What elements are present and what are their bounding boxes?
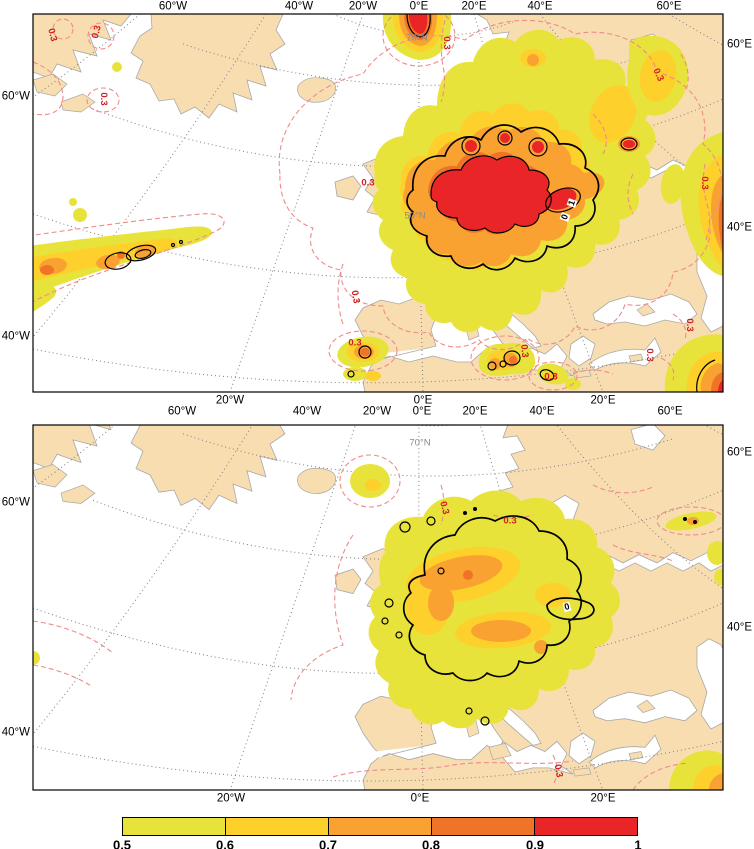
- axis-tick: 40°W: [292, 405, 322, 418]
- panel1-black-contours: [104, 14, 716, 392]
- colorbar-tick: 0.6: [215, 837, 235, 849]
- red-contour-label: 0.3: [437, 500, 452, 516]
- axis-tick: 60°E: [657, 405, 683, 418]
- red-contour-label: 0.3: [45, 27, 60, 43]
- axis-tick: 20°E: [461, 0, 487, 13]
- axis-tick: 20°W: [348, 0, 378, 13]
- red-contour-label: 0.3: [503, 515, 517, 527]
- red-contour-label: 0.3: [518, 343, 531, 359]
- colorbar-segment: [225, 818, 328, 835]
- axis-tick: 40°W: [1, 330, 30, 343]
- axis-tick: 20°W: [362, 405, 392, 418]
- axis-tick: 0°E: [412, 405, 432, 418]
- panel1-border: [32, 13, 724, 393]
- axis-tick: 40°E: [527, 0, 553, 13]
- colorbar-segment: [123, 818, 225, 835]
- axis-tick: 0°E: [410, 792, 430, 805]
- red-contour-label: 0.3: [348, 289, 362, 305]
- map-panel-2: [32, 424, 724, 791]
- graticule-label: 70°N: [409, 437, 431, 449]
- map-panel-1: [32, 13, 724, 393]
- panel1-red-contours: [33, 14, 723, 391]
- axis-tick: 40°E: [727, 221, 753, 234]
- axis-tick: 60°W: [1, 496, 30, 509]
- axis-tick: 60°E: [656, 0, 682, 13]
- axis-tick: 60°E: [727, 446, 753, 459]
- red-contour-label: 0.3: [551, 763, 565, 779]
- panel2-border: [32, 424, 724, 791]
- colorbar-tick: 0.7: [318, 837, 338, 849]
- red-contour-label: 0.3: [643, 348, 655, 362]
- axis-tick: 20°W: [216, 792, 246, 805]
- red-contour-label: 0.3: [440, 36, 452, 50]
- axis-tick: 40°W: [284, 0, 314, 13]
- axis-tick: 20°E: [462, 405, 488, 418]
- colorbar-segment: [534, 818, 637, 835]
- colorbar-tick: 1: [634, 837, 642, 849]
- axis-tick: 60°W: [158, 0, 188, 13]
- graticule-label: 50°N: [404, 210, 426, 222]
- axis-tick: 60°W: [167, 405, 197, 418]
- red-contour-label: 0.3: [544, 371, 558, 383]
- axis-tick: 60°E: [727, 38, 753, 51]
- panel2-red-contours: [33, 454, 723, 790]
- axis-tick: 40°W: [1, 726, 30, 739]
- colorbar: [122, 817, 638, 836]
- graticule-label: 70°N: [406, 32, 428, 44]
- colorbar-segment: [431, 818, 534, 835]
- axis-tick: 0°E: [413, 394, 433, 407]
- red-contour-label: 0.3: [348, 337, 362, 349]
- red-contour-label: 0.3: [683, 318, 695, 332]
- axis-tick: 20°W: [215, 394, 245, 407]
- colorbar-tick: 0.8: [421, 837, 441, 849]
- axis-tick: 40°E: [529, 405, 555, 418]
- axis-tick: 20°E: [590, 394, 616, 407]
- colorbar-tick: 0.9: [525, 837, 545, 849]
- red-contour-label: 0.3: [97, 92, 109, 106]
- red-contour-label: 0.3: [361, 177, 375, 189]
- axis-tick: 40°E: [727, 621, 753, 634]
- panel2-black-contours: [381, 507, 697, 726]
- colorbar-tick: 0.5: [112, 837, 132, 849]
- axis-tick: 0°E: [409, 0, 429, 13]
- colorbar-segment: [328, 818, 431, 835]
- red-contour-label: 0.3: [698, 176, 710, 190]
- axis-tick: 20°E: [590, 792, 616, 805]
- axis-tick: 60°W: [1, 90, 30, 103]
